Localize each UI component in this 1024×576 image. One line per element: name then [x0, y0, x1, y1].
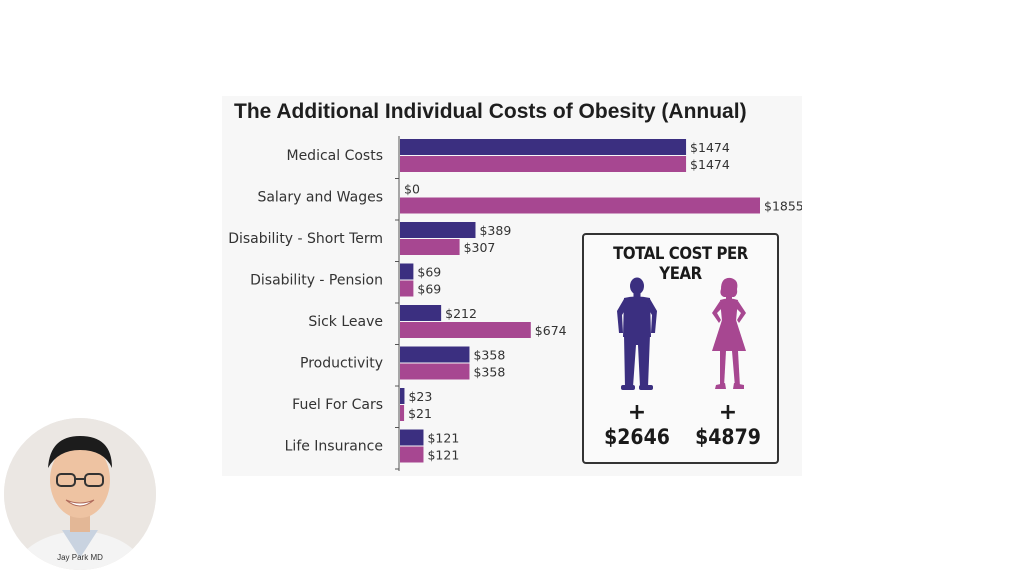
total-cost-title: TOTAL COST PER YEAR — [613, 244, 748, 284]
value-label: $358 — [473, 365, 505, 380]
value-label: $1474 — [690, 140, 730, 155]
value-label: $358 — [473, 348, 505, 363]
bar-men — [400, 139, 687, 155]
bar-chart: Medical Costs $1474 $1474 Salary and Wages $… — [228, 136, 802, 471]
women-plus-sign: + — [718, 400, 738, 425]
man-silhouette-icon — [617, 277, 657, 390]
category-label: Sick Leave — [308, 314, 383, 330]
bar-men — [400, 346, 470, 363]
bar-women — [400, 322, 531, 338]
women-total-value: $4879 — [695, 425, 761, 449]
bar-women — [400, 197, 760, 214]
category-label: Productivity — [300, 356, 383, 372]
men-plus-sign: + — [627, 400, 647, 425]
bar-men — [400, 388, 405, 404]
bar-women — [400, 405, 405, 421]
bar-men — [400, 263, 414, 280]
men-total-value: $2646 — [604, 425, 670, 449]
value-label: $212 — [445, 306, 477, 321]
bar-men — [400, 305, 442, 321]
category-label: Disability - Short Term — [228, 231, 383, 247]
value-label: $1474 — [690, 157, 730, 172]
bar-women — [400, 446, 424, 463]
value-label: $23 — [408, 389, 432, 404]
bar-men — [400, 429, 424, 446]
presenter-portrait-icon — [4, 418, 156, 570]
presenter-name: Jay Park MD — [57, 553, 103, 562]
category-label: Fuel For Cars — [292, 397, 383, 413]
category-label: Disability - Pension — [250, 273, 383, 289]
bar-women — [400, 363, 470, 380]
bar-women — [400, 239, 460, 255]
value-label: $121 — [427, 431, 459, 446]
category-label: Medical Costs — [286, 148, 383, 164]
value-label: $69 — [417, 265, 441, 280]
presenter-avatar — [4, 418, 156, 570]
woman-silhouette-icon — [712, 277, 746, 389]
chart-panel: Medical Costs $1474 $1474 Salary and Wages $… — [222, 96, 802, 476]
bar-women — [400, 156, 687, 172]
value-label: $307 — [464, 240, 496, 255]
category-label: Salary and Wages — [257, 190, 383, 206]
chart-title: The Additional Individual Costs of Obesi… — [234, 100, 747, 123]
value-label: $674 — [535, 323, 567, 338]
bar-men — [400, 222, 476, 238]
value-label: $121 — [427, 448, 459, 463]
value-label: $21 — [408, 406, 432, 421]
category-label: Life Insurance — [285, 439, 383, 455]
value-label: $1855 — [764, 199, 802, 214]
value-label: $69 — [417, 282, 441, 297]
bar-women — [400, 280, 414, 297]
total-cost-box: TOTAL COST PER YEAR — [582, 233, 779, 464]
value-label: $0 — [404, 182, 420, 197]
value-label: $389 — [479, 223, 511, 238]
